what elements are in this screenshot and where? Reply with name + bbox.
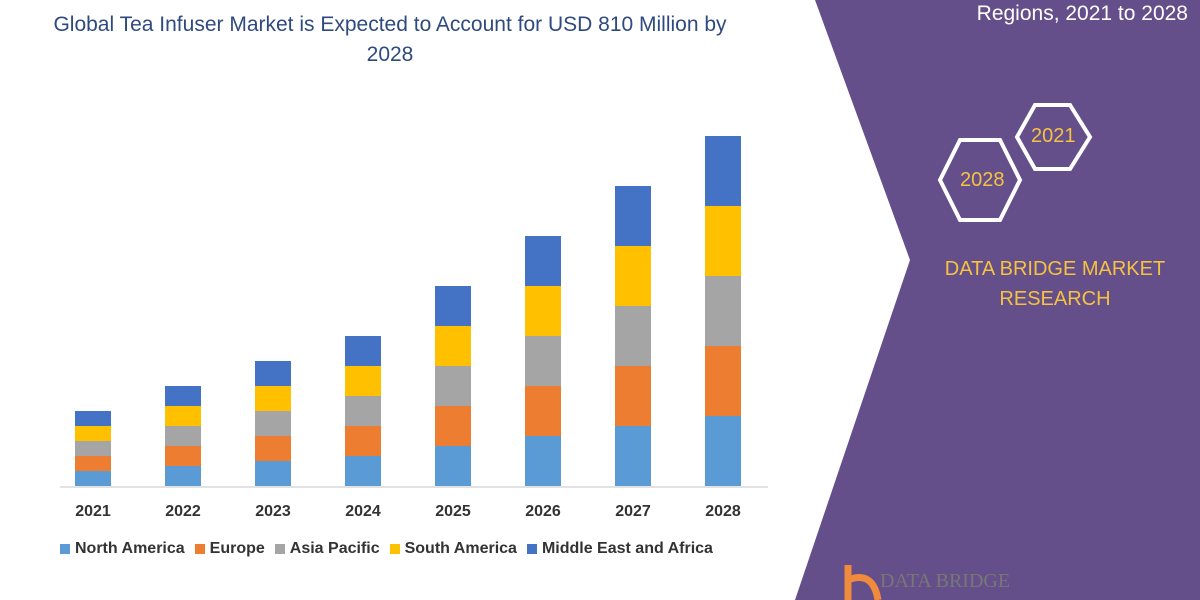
- legend-label: North America: [75, 540, 185, 557]
- legend-label: Asia Pacific: [289, 540, 380, 557]
- bar-2024-asia-pacific: [345, 396, 381, 426]
- bar-2027-middle-east-and-africa: [615, 186, 651, 246]
- bar-2028-south-america: [705, 206, 741, 276]
- bar-2023-europe: [255, 436, 291, 461]
- x-tick-label: 2026: [525, 503, 561, 520]
- legend-item: Asia Pacific: [274, 540, 380, 558]
- x-tick-label: 2022: [165, 503, 201, 520]
- bar-2021-middle-east-and-africa: [75, 411, 111, 426]
- legend-swatch: [60, 544, 70, 554]
- brand-name: DATA BRIDGE MARKET RESEARCH: [944, 258, 1166, 310]
- bar-2027-north-america: [615, 426, 651, 486]
- legend-swatch: [274, 544, 285, 554]
- bar-2021-south-america: [75, 426, 111, 441]
- side-panel: [795, 0, 1200, 600]
- bar-2025-south-america: [435, 326, 471, 366]
- bar-2028-middle-east-and-africa: [705, 136, 741, 206]
- legend: North America Europe Asia Pacific South Ame…: [60, 540, 713, 558]
- bar-2026-north-america: [525, 436, 561, 486]
- legend-swatch: [194, 544, 205, 554]
- legend-item: Europe: [194, 540, 265, 558]
- x-tick-label: 2021: [75, 503, 111, 520]
- legend-swatch: [389, 544, 400, 554]
- bar-2027-south-america: [615, 246, 651, 306]
- bar-2022-asia-pacific: [165, 426, 201, 446]
- hex-label-2021: 2021: [1031, 125, 1076, 147]
- bar-2024-south-america: [345, 366, 381, 396]
- bar-2025-north-america: [435, 446, 471, 486]
- bar-2028-asia-pacific: [705, 276, 741, 346]
- x-tick-label: 2027: [615, 503, 651, 520]
- bar-2025-asia-pacific: [435, 366, 471, 406]
- bars: [75, 136, 741, 486]
- hexagon-2021: [1014, 103, 1093, 171]
- bar-2028-europe: [705, 346, 741, 416]
- x-tick-label: 2025: [435, 503, 471, 520]
- legend-label: Europe: [209, 540, 265, 557]
- bar-2027-asia-pacific: [615, 306, 651, 366]
- bar-2024-middle-east-and-africa: [345, 336, 381, 366]
- bar-2021-north-america: [75, 471, 111, 486]
- bar-2022-south-america: [165, 406, 201, 426]
- legend-label: Middle East and Africa: [541, 540, 713, 557]
- bar-2022-middle-east-and-africa: [165, 386, 201, 406]
- bar-2024-north-america: [345, 456, 381, 486]
- bar-2023-asia-pacific: [255, 411, 291, 436]
- bar-2026-middle-east-and-africa: [525, 236, 561, 286]
- bar-2027-europe: [615, 366, 651, 426]
- bar-2026-asia-pacific: [525, 336, 561, 386]
- bar-2023-north-america: [255, 461, 291, 486]
- legend-label: South America: [404, 540, 517, 557]
- bar-2026-south-america: [525, 286, 561, 336]
- bar-2021-europe: [75, 456, 111, 471]
- chart-title: Global Tea Infuser Market is Expected to…: [53, 13, 727, 66]
- panel-heading: Regions, 2021 to 2028: [976, 2, 1188, 25]
- bar-2028-north-america: [705, 416, 741, 486]
- legend-item: Middle East and Africa: [526, 540, 713, 558]
- bar-2023-south-america: [255, 386, 291, 411]
- legend-swatch: [526, 544, 537, 554]
- hex-label-2028: 2028: [960, 169, 1005, 191]
- hexagon-2028: [937, 138, 1023, 222]
- bar-2025-europe: [435, 406, 471, 446]
- x-tick-label: 2024: [345, 503, 381, 520]
- x-tick-label: 2028: [705, 503, 741, 520]
- bar-2022-europe: [165, 446, 201, 466]
- legend-item: North America: [60, 540, 185, 558]
- bar-2022-north-america: [165, 466, 201, 486]
- bar-2026-europe: [525, 386, 561, 436]
- legend-item: South America: [389, 540, 517, 558]
- logo-text: DATA BRIDGE: [880, 570, 1011, 592]
- logo-icon: [844, 565, 882, 600]
- x-tick-label: 2023: [255, 503, 291, 520]
- bar-2023-middle-east-and-africa: [255, 361, 291, 386]
- bar-2021-asia-pacific: [75, 441, 111, 456]
- bar-2025-middle-east-and-africa: [435, 286, 471, 326]
- bar-2024-europe: [345, 426, 381, 456]
